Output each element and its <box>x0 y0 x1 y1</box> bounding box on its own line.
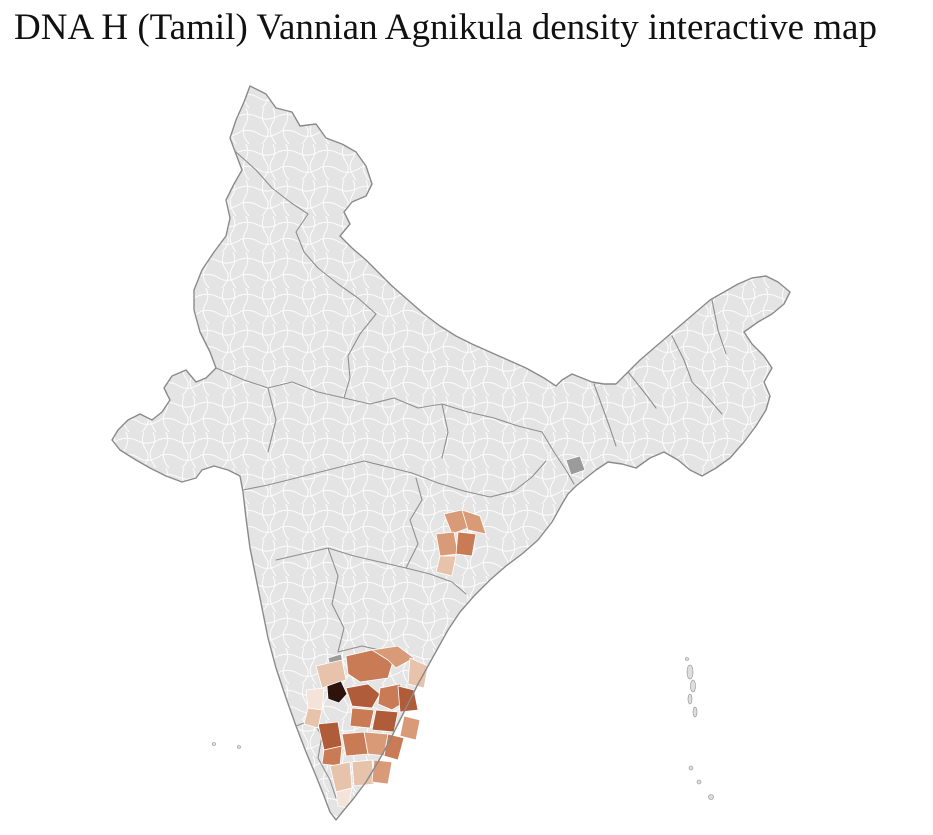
state-border <box>327 547 345 653</box>
density-district[interactable] <box>305 687 325 711</box>
state-border <box>295 213 319 269</box>
state-border <box>627 371 657 409</box>
density-district[interactable] <box>435 531 459 557</box>
density-district[interactable] <box>407 657 429 689</box>
density-district-darkest[interactable] <box>326 680 348 704</box>
lakshadweep-island <box>237 745 241 749</box>
density-district[interactable] <box>435 555 457 577</box>
density-district[interactable] <box>303 707 323 729</box>
andaman-island <box>685 657 689 661</box>
density-district[interactable] <box>315 659 347 689</box>
andaman-island <box>690 679 696 693</box>
density-district[interactable] <box>371 645 415 669</box>
lakshadweep-island <box>212 742 216 746</box>
density-district[interactable] <box>371 759 393 785</box>
density-district[interactable] <box>335 787 353 809</box>
island-groups <box>212 657 714 800</box>
density-district[interactable] <box>399 715 421 741</box>
state-border <box>267 387 277 453</box>
gray-district[interactable] <box>565 455 586 476</box>
state-border <box>405 477 423 569</box>
andaman-island <box>687 693 693 705</box>
state-border <box>235 151 309 215</box>
density-district[interactable] <box>455 531 477 557</box>
density-district[interactable] <box>351 759 375 787</box>
state-border <box>242 460 413 491</box>
andaman-island <box>686 664 694 680</box>
nicobar-island <box>688 765 694 771</box>
state-border <box>343 313 377 399</box>
state-border <box>541 431 575 485</box>
density-district[interactable] <box>371 709 399 733</box>
page-title: DNA H (Tamil) Vannian Agnikula density i… <box>14 7 877 48</box>
density-district[interactable] <box>345 683 381 709</box>
nicobar-island <box>696 779 702 785</box>
state-border <box>691 381 723 415</box>
density-district[interactable] <box>341 731 369 757</box>
district-mesh <box>112 86 790 820</box>
andaman-island <box>692 706 698 718</box>
state-border <box>215 367 345 399</box>
state-border <box>317 267 377 315</box>
state-border <box>711 299 727 355</box>
nicobar-island <box>708 794 714 800</box>
state-border <box>671 335 693 383</box>
density-district[interactable] <box>461 509 487 535</box>
density-district[interactable] <box>349 707 375 729</box>
state-border <box>441 403 449 459</box>
state-border <box>275 547 467 595</box>
state-border <box>411 460 547 498</box>
density-districts <box>303 509 487 809</box>
state-border <box>593 383 617 447</box>
state-borders <box>215 151 727 799</box>
